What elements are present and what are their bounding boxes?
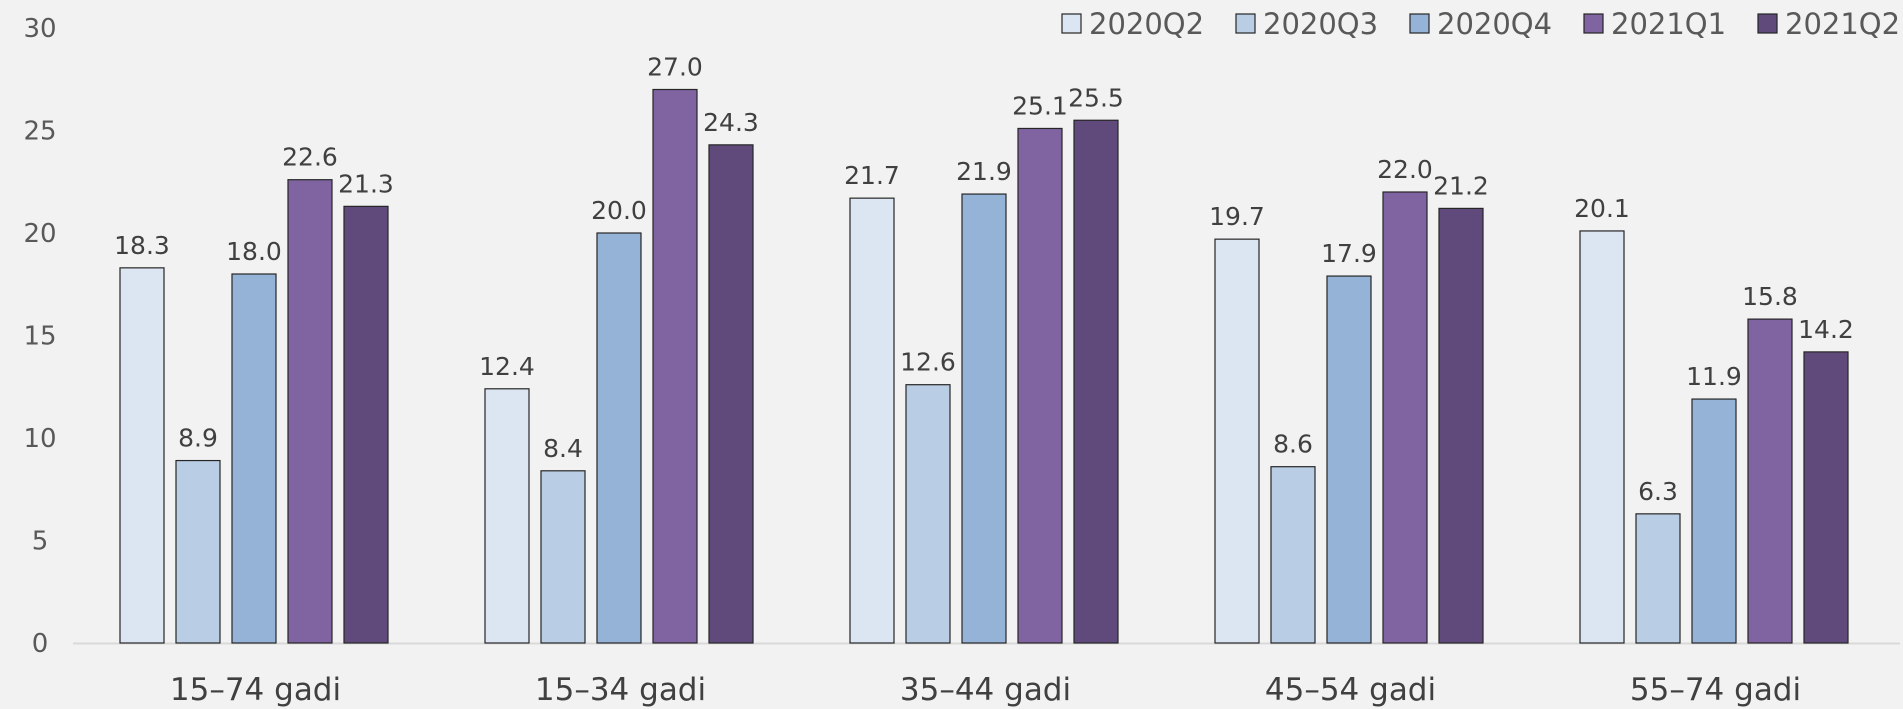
bar-2021Q2-1 [708, 144, 754, 644]
category-label: 35–44 gadi [900, 672, 1071, 708]
bar-2021Q1-0 [287, 179, 333, 644]
category-label: 55–74 gadi [1630, 672, 1801, 708]
bar-2021Q1-4 [1747, 318, 1793, 644]
bar-2020Q4-2 [961, 193, 1007, 644]
data-label: 15.8 [1742, 282, 1798, 311]
bar-2021Q1-2 [1017, 127, 1063, 644]
data-label: 18.3 [114, 231, 170, 260]
category-label: 15–34 gadi [535, 672, 706, 708]
data-label: 21.7 [844, 161, 900, 190]
y-tick-label: 30 [23, 14, 56, 44]
bar-2020Q3-1 [540, 470, 586, 644]
x-axis: 15–74 gadi 15–34 gadi 35–44 gadi 45–54 gadi… [73, 642, 1900, 708]
data-label: 8.4 [543, 434, 583, 463]
bar-2021Q1-1 [652, 88, 698, 644]
bar-2020Q3-3 [1270, 466, 1316, 644]
bar-2021Q2-0 [343, 205, 389, 644]
y-tick-label: 25 [23, 117, 56, 147]
bar-2020Q3-4 [1635, 513, 1681, 644]
y-tick-label: 0 [32, 629, 49, 659]
data-label: 8.9 [178, 424, 218, 453]
legend-swatch-2020Q2 [1061, 13, 1082, 34]
bar-2021Q1-3 [1382, 191, 1428, 644]
bar-2021Q2-4 [1803, 351, 1849, 644]
data-label: 19.7 [1209, 202, 1265, 231]
legend-label: 2020Q2 [1089, 7, 1204, 41]
category-label: 15–74 gadi [170, 672, 341, 708]
data-label: 14.2 [1798, 315, 1854, 344]
bar-2020Q3-2 [905, 384, 951, 644]
y-tick-label: 20 [23, 219, 56, 249]
data-label: 21.2 [1433, 171, 1489, 200]
data-label: 6.3 [1638, 477, 1678, 506]
bar-2020Q2-3 [1214, 238, 1260, 644]
data-label: 21.3 [338, 169, 394, 198]
y-tick-label: 15 [23, 322, 56, 352]
data-label: 21.9 [956, 157, 1012, 186]
legend-swatch-2020Q4 [1409, 13, 1430, 34]
bar-2021Q2-3 [1438, 207, 1484, 644]
legend: 2020Q2 2020Q3 2020Q4 2021Q1 2021Q2 [1061, 7, 1900, 41]
bar-2020Q2-0 [119, 267, 165, 644]
data-label: 8.6 [1273, 430, 1313, 459]
data-label: 12.4 [479, 352, 535, 381]
bar-2020Q4-0 [231, 273, 277, 644]
data-label: 22.0 [1377, 155, 1433, 184]
bar-2020Q2-2 [849, 197, 895, 644]
legend-swatch-2021Q2 [1757, 13, 1778, 34]
bar-2020Q3-0 [175, 459, 221, 644]
data-label: 24.3 [703, 108, 759, 137]
data-label: 25.5 [1068, 83, 1124, 112]
data-label: 22.6 [282, 143, 338, 172]
bars [119, 88, 1849, 644]
bar-2020Q2-4 [1579, 230, 1625, 644]
y-tick-label: 10 [23, 424, 56, 454]
y-tick-label: 5 [32, 527, 49, 557]
bar-2020Q4-3 [1326, 275, 1372, 644]
y-axis: 0 5 10 15 20 25 30 [23, 14, 56, 659]
data-label: 18.0 [226, 237, 282, 266]
data-labels: 18.3 12.4 21.7 19.7 20.1 8.9 8.4 12.6 8.6 6.3 18.0… [114, 53, 1854, 506]
legend-label: 2020Q3 [1263, 7, 1378, 41]
bar-2020Q2-1 [484, 388, 530, 644]
data-label: 20.0 [591, 196, 647, 225]
bar-2021Q2-2 [1073, 119, 1119, 644]
bar-2020Q4-4 [1691, 398, 1737, 644]
data-label: 27.0 [647, 53, 703, 82]
legend-swatch-2020Q3 [1235, 13, 1256, 34]
data-label: 20.1 [1574, 194, 1630, 223]
legend-swatch-2021Q1 [1583, 13, 1604, 34]
bar-2020Q4-1 [596, 232, 642, 644]
category-label: 45–54 gadi [1265, 672, 1436, 708]
data-label: 17.9 [1321, 239, 1377, 268]
data-label: 25.1 [1012, 91, 1068, 120]
legend-label: 2021Q1 [1611, 7, 1726, 41]
data-label: 11.9 [1686, 362, 1742, 391]
legend-label: 2020Q4 [1437, 7, 1552, 41]
data-label: 12.6 [900, 348, 956, 377]
legend-label: 2021Q2 [1785, 7, 1900, 41]
